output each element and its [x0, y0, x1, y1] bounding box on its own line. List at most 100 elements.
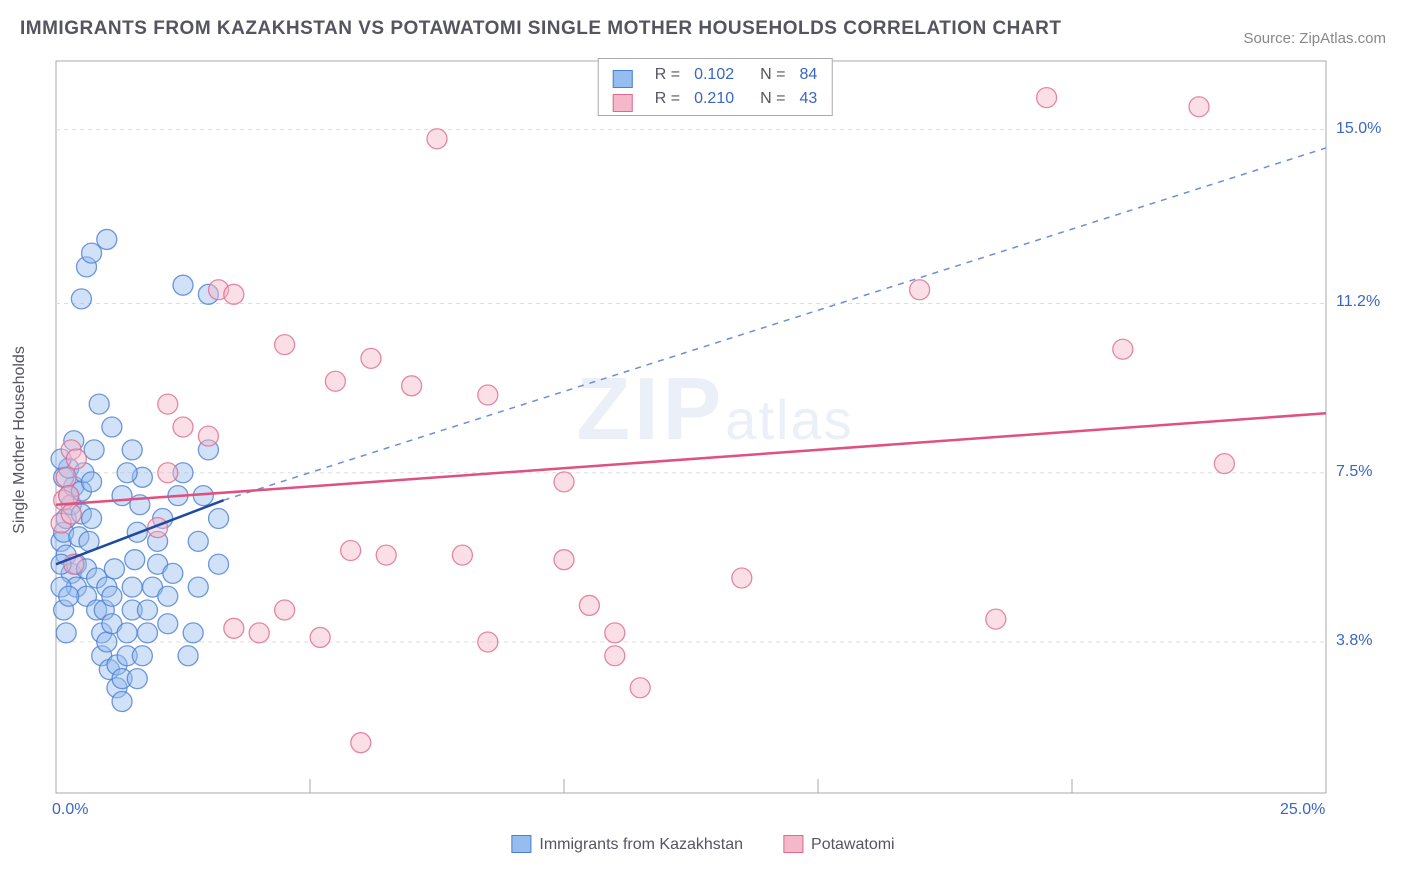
- data-point: [158, 463, 178, 483]
- y-axis-label: Single Mother Households: [11, 346, 29, 534]
- legend-swatch: [511, 835, 531, 853]
- data-point: [112, 692, 132, 712]
- data-point: [132, 646, 152, 666]
- data-point: [224, 618, 244, 638]
- legend-n-value: 43: [799, 87, 817, 111]
- data-point: [122, 440, 142, 460]
- legend-item: Immigrants from Kazakhstan: [511, 831, 743, 854]
- data-point: [56, 623, 76, 643]
- data-point: [89, 394, 109, 414]
- data-point: [82, 472, 102, 492]
- data-point: [178, 646, 198, 666]
- data-point: [82, 509, 102, 529]
- data-point: [209, 509, 229, 529]
- data-point: [137, 600, 157, 620]
- legend-r-value: 0.102: [694, 63, 734, 87]
- chart-title: IMMIGRANTS FROM KAZAKHSTAN VS POTAWATOMI…: [20, 18, 1061, 40]
- data-point: [183, 623, 203, 643]
- data-point: [188, 577, 208, 597]
- data-point: [1113, 339, 1133, 359]
- data-point: [117, 463, 137, 483]
- series-legend: Immigrants from Kazakhstan Potawatomi: [511, 799, 894, 886]
- data-point: [173, 417, 193, 437]
- data-point: [71, 289, 91, 309]
- data-point: [732, 568, 752, 588]
- data-point: [1214, 454, 1234, 474]
- data-point: [275, 600, 295, 620]
- data-point: [188, 531, 208, 551]
- legend-r-label: R =: [655, 63, 680, 87]
- data-point: [102, 417, 122, 437]
- x-tick-label: 0.0%: [52, 801, 88, 819]
- legend-n-label: N =: [760, 87, 785, 111]
- data-point: [97, 229, 117, 249]
- data-point: [427, 129, 447, 149]
- legend-swatch: [783, 835, 803, 853]
- y-tick-label: 3.8%: [1336, 632, 1372, 650]
- data-point: [630, 678, 650, 698]
- data-point: [104, 559, 124, 579]
- data-point: [554, 472, 574, 492]
- data-point: [478, 632, 498, 652]
- x-tick-label: 25.0%: [1280, 801, 1325, 819]
- correlation-legend: R = 0.102 N = 84 R = 0.210 N = 43: [598, 58, 833, 116]
- data-point: [402, 376, 422, 396]
- data-point: [163, 563, 183, 583]
- data-point: [117, 623, 137, 643]
- data-point: [198, 426, 218, 446]
- data-point: [97, 632, 117, 652]
- y-tick-label: 11.2%: [1336, 293, 1380, 311]
- data-point: [61, 504, 81, 524]
- data-point: [478, 385, 498, 405]
- legend-item: Potawatomi: [783, 831, 895, 854]
- trend-line-extrapolated: [224, 148, 1326, 500]
- data-point: [59, 586, 79, 606]
- data-point: [224, 284, 244, 304]
- legend-series-name: Immigrants from Kazakhstan: [539, 836, 743, 853]
- data-point: [102, 586, 122, 606]
- scatter-plot: [50, 55, 1380, 825]
- data-point: [249, 623, 269, 643]
- legend-n-value: 84: [799, 63, 817, 87]
- data-point: [125, 550, 145, 570]
- data-point: [122, 577, 142, 597]
- legend-swatch: [613, 94, 633, 112]
- data-point: [66, 449, 86, 469]
- data-point: [56, 467, 76, 487]
- data-point: [158, 586, 178, 606]
- data-point: [579, 595, 599, 615]
- legend-r-value: 0.210: [694, 87, 734, 111]
- data-point: [158, 394, 178, 414]
- data-point: [341, 541, 361, 561]
- data-point: [910, 280, 930, 300]
- data-point: [452, 545, 472, 565]
- legend-r-label: R =: [655, 87, 680, 111]
- data-point: [361, 348, 381, 368]
- data-point: [127, 669, 147, 689]
- data-point: [1189, 97, 1209, 117]
- data-point: [1037, 88, 1057, 108]
- data-point: [554, 550, 574, 570]
- data-point: [275, 335, 295, 355]
- legend-series-name: Potawatomi: [811, 836, 895, 853]
- data-point: [209, 554, 229, 574]
- data-point: [310, 627, 330, 647]
- data-point: [158, 614, 178, 634]
- data-point: [376, 545, 396, 565]
- data-point: [137, 623, 157, 643]
- y-tick-label: 15.0%: [1336, 120, 1381, 138]
- legend-n-label: N =: [760, 63, 785, 87]
- trend-line: [56, 413, 1326, 505]
- legend-swatch: [613, 70, 633, 88]
- data-point: [325, 371, 345, 391]
- data-point: [84, 440, 104, 460]
- data-point: [351, 733, 371, 753]
- legend-row: R = 0.210 N = 43: [613, 87, 818, 111]
- legend-row: R = 0.102 N = 84: [613, 63, 818, 87]
- y-tick-label: 7.5%: [1336, 463, 1372, 481]
- data-point: [605, 646, 625, 666]
- chart-container: Single Mother Households ZIPatlas R = 0.…: [50, 55, 1380, 825]
- source-label: Source: ZipAtlas.com: [1243, 30, 1386, 47]
- data-point: [112, 486, 132, 506]
- data-point: [986, 609, 1006, 629]
